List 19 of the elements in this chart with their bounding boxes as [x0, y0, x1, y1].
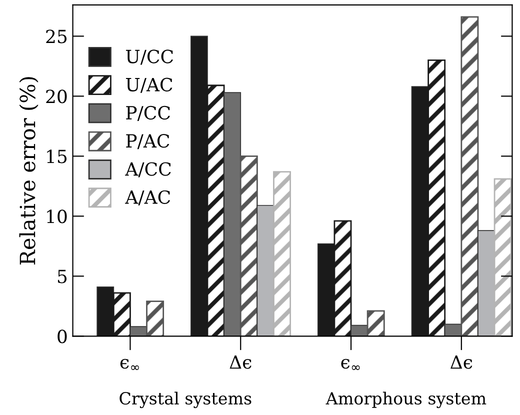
y-tick-label: 15	[47, 150, 67, 164]
y-tick-label: 25	[46, 30, 67, 44]
y-tick-label: 0	[58, 330, 67, 344]
x-tick-label: Δϵ	[230, 355, 252, 369]
x-tick-label: ϵ$_{∞}$	[341, 358, 360, 370]
legend-label: P/CC	[126, 106, 170, 122]
y-tick-label: 10	[47, 210, 67, 224]
x-tick-label: ϵ$_{∞}$	[120, 358, 139, 370]
legend-label: U/AC	[126, 78, 172, 93]
legend-label: A/AC	[125, 190, 170, 206]
text: Crystal systems	[120, 392, 252, 408]
legend-label: A/CC	[125, 162, 171, 178]
legend-label: U/CC	[126, 50, 174, 65]
text: Amorphous system	[326, 392, 486, 408]
y-tick-label: 5	[58, 270, 67, 284]
y-tick-label: 20	[46, 90, 67, 104]
legend-label: P/AC	[126, 134, 170, 150]
y-axis-title: Relative error (%)	[19, 77, 38, 265]
x-tick-label: Δϵ	[450, 355, 472, 369]
